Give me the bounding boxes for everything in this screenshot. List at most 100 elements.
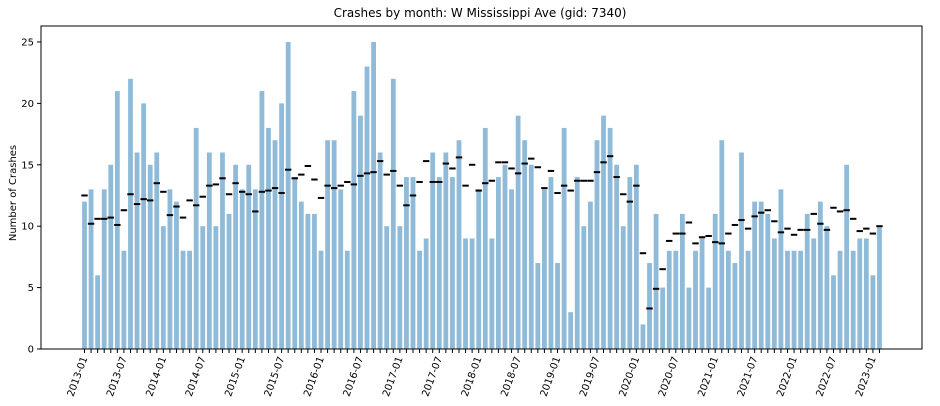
bar	[666, 250, 672, 349]
bar	[456, 140, 462, 349]
bar	[785, 250, 790, 349]
bar	[686, 287, 692, 349]
bar	[108, 164, 114, 349]
bar	[404, 177, 409, 349]
bar	[114, 91, 120, 349]
bar	[95, 275, 101, 349]
bar	[548, 177, 554, 349]
bar	[450, 177, 455, 349]
y-axis: 0 5 10 15 20 25	[21, 37, 41, 356]
bar	[509, 189, 514, 349]
bar	[430, 152, 436, 349]
bar	[239, 189, 245, 349]
bar	[371, 41, 376, 349]
bar	[298, 201, 304, 349]
bar	[673, 250, 679, 349]
bar	[765, 213, 771, 349]
bar	[200, 226, 206, 349]
x-tick-label: 2021-01	[696, 355, 721, 398]
bar	[134, 152, 140, 349]
x-axis: 2013-01 2013-07 2014-01 2014-07 2015-01 2015-…	[66, 349, 880, 398]
x-tick-label: 2019-01	[539, 355, 564, 398]
bar	[693, 250, 698, 349]
bar	[206, 152, 212, 349]
bar	[699, 238, 705, 349]
bar	[555, 263, 560, 349]
bar	[305, 213, 311, 349]
bar	[482, 127, 488, 349]
bar	[633, 164, 639, 349]
y-tick-label: 25	[21, 37, 34, 48]
bar	[259, 91, 265, 349]
bar	[739, 152, 744, 349]
bar	[417, 250, 422, 349]
bar	[798, 250, 804, 349]
bar	[752, 201, 758, 349]
x-tick-label: 2013-01	[66, 355, 91, 398]
bar	[384, 226, 390, 349]
marker-series	[81, 155, 883, 310]
bar	[338, 189, 344, 349]
y-tick-label: 15	[21, 160, 34, 171]
bar	[712, 213, 718, 349]
bar	[561, 127, 567, 349]
bar	[351, 91, 357, 349]
chart-title: Crashes by month: W Mississippi Ave (gid…	[334, 6, 627, 20]
x-tick-label: 2021-07	[736, 355, 761, 398]
plot-frame	[40, 25, 923, 350]
bar	[831, 275, 836, 349]
bar	[377, 152, 383, 349]
bar	[436, 177, 442, 349]
bar	[817, 201, 823, 349]
bar	[325, 140, 330, 349]
bar	[778, 189, 784, 349]
bar	[804, 213, 810, 349]
bar	[581, 226, 587, 349]
bar	[220, 152, 225, 349]
bar	[719, 140, 725, 349]
bar	[653, 213, 659, 349]
bar	[233, 164, 239, 349]
bar	[410, 177, 416, 349]
x-tick-label: 2016-01	[302, 355, 327, 398]
bar-series	[82, 41, 882, 350]
bar	[443, 152, 449, 349]
bar	[824, 226, 830, 349]
x-tick-label: 2023-01	[854, 355, 879, 398]
bar	[877, 226, 882, 349]
bar	[101, 189, 107, 349]
bar	[607, 127, 613, 349]
bar	[423, 238, 429, 349]
bar	[660, 287, 666, 349]
bar	[811, 238, 817, 349]
bar	[732, 263, 738, 349]
bar	[82, 201, 87, 349]
bar	[266, 127, 271, 349]
bar	[542, 189, 547, 349]
bar	[390, 78, 396, 349]
bar	[193, 127, 199, 349]
bar	[463, 238, 468, 349]
bar	[844, 164, 850, 349]
y-axis-label: Number of Crashes	[8, 145, 19, 241]
bar	[837, 250, 843, 349]
x-tick-label: 2018-01	[460, 355, 485, 398]
bar	[594, 140, 600, 349]
bar	[312, 213, 317, 349]
bar	[620, 226, 626, 349]
x-tick-label: 2015-07	[263, 355, 288, 398]
bar	[745, 250, 751, 349]
bar	[489, 238, 495, 349]
bar	[318, 250, 324, 349]
bar	[252, 189, 258, 349]
bar	[857, 238, 863, 349]
x-tick-label: 2014-01	[145, 355, 170, 398]
bar	[522, 140, 528, 349]
x-tick-label: 2015-01	[223, 355, 248, 398]
y-tick-label: 10	[21, 222, 34, 233]
x-tick-label: 2019-07	[578, 355, 603, 398]
bar	[226, 213, 232, 349]
x-tick-label: 2013-07	[105, 355, 130, 398]
x-tick-label: 2014-07	[184, 355, 209, 398]
